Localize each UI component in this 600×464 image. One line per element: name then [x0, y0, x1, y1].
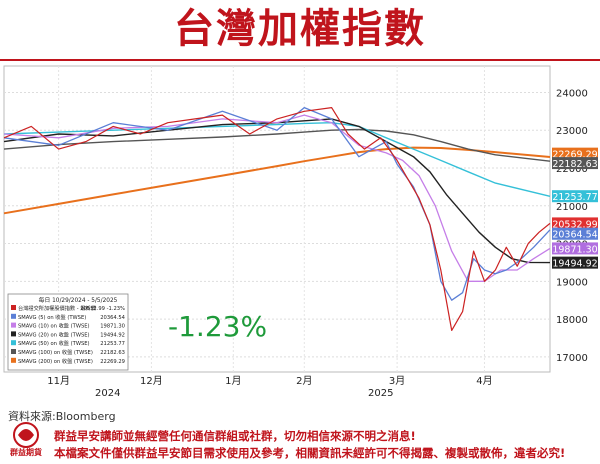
legend-swatch: [11, 313, 16, 319]
company-logo-icon: [13, 422, 39, 448]
y-tick-label: 19000: [556, 277, 588, 288]
y-tick-label: 24000: [556, 88, 588, 99]
value-tag-label: 19494.92: [552, 259, 597, 270]
series-line: [3, 128, 551, 162]
page-title: 台灣加權指數: [174, 6, 426, 52]
value-tag: [552, 242, 598, 255]
x-year-label: 2025: [368, 388, 393, 399]
x-tick-label: 2月: [296, 375, 312, 387]
y-tick-label: 21000: [556, 202, 588, 213]
series-line: [3, 146, 551, 215]
x-tick-label: 4月: [476, 375, 492, 387]
legend-name: SMAVG (5) on 收盤 (TWSE): [18, 313, 86, 321]
legend-name: SMAVG (50) on 收盤 (TWSE): [18, 339, 90, 347]
value-tag: [552, 147, 598, 160]
y-tick-label: 23000: [556, 126, 588, 137]
series-lines: [3, 106, 551, 331]
x-tick-label: 1月: [225, 375, 241, 387]
value-tag: [552, 256, 598, 269]
value-tag-label: 20532.99: [552, 219, 597, 230]
value-tag-label: 19871.30: [552, 244, 597, 255]
legend-name: SMAVG (10) on 收盤 (TWSE): [18, 322, 90, 330]
y-tick-label: 17000: [556, 353, 588, 364]
legend-value: 19871.30: [100, 324, 125, 330]
series-line: [3, 106, 551, 331]
legend-name: SMAVG (100) on 收盤 (TWSE): [18, 348, 93, 356]
legend-swatch: [11, 349, 16, 354]
legend-value: 22182.63: [100, 350, 125, 356]
legend-header: 每日 10/29/2024 - 5/5/2025: [39, 296, 118, 304]
index-chart: 1700018000190002000021000220002300024000…: [0, 62, 600, 407]
value-tag: [552, 227, 598, 240]
legend-name: SMAVG (20) on 收盤 (TWSE): [18, 330, 90, 338]
legend-swatch: [11, 331, 16, 337]
x-year-label: 2024: [95, 388, 120, 399]
disclaimer-line-2: 本檔案文件僅供群益早安節目需求使用及參考，相關資訊未經許可不得揭露、複製或散佈，…: [54, 446, 566, 460]
legend-value: 21253.77: [100, 341, 125, 347]
legend-swatch: [11, 322, 16, 328]
title-divider: [0, 59, 600, 61]
legend-swatch: [11, 357, 16, 363]
legend-value: 22269.29: [100, 359, 125, 365]
x-tick-label: 11月: [47, 375, 70, 387]
x-tick-label: 3月: [389, 375, 405, 387]
legend-swatch: [11, 340, 16, 346]
value-tag: [552, 157, 598, 170]
legend-name: SMAVG (200) on 收盤 (TWSE): [18, 357, 93, 365]
legend-value: 20364.54: [100, 315, 125, 321]
value-tag-label: 20364.54: [552, 230, 597, 241]
source-note: 資料來源:Bloomberg: [8, 410, 116, 423]
legend-swatch: [11, 305, 16, 310]
value-tag-label: 22269.29: [552, 150, 597, 161]
plot-frame: [3, 65, 551, 373]
legend-value: 20532.99 -1.23%: [80, 306, 125, 312]
value-tag-label: 21253.77: [552, 192, 597, 203]
footer-disclaimer: 群益期貨 群益早安講師並無經營任何通信群組或社群，切勿相信來源不明之消息! 本檔…: [0, 420, 600, 464]
value-tag: [552, 190, 598, 203]
legend-name: 台灣證交所加權股價指數 - 最新價: [18, 304, 97, 312]
value-tag-label: 22182.63: [552, 159, 597, 170]
logo-text: 群益期貨: [10, 448, 42, 457]
value-tag: [552, 217, 598, 230]
legend-value: 19494.92: [100, 332, 125, 338]
x-tick-label: 12月: [140, 375, 163, 387]
legend-frame: [7, 293, 129, 371]
y-tick-label: 22000: [556, 164, 588, 175]
y-tick-label: 18000: [556, 315, 588, 326]
x-axis: 11月 12月 1月 2月 3月 4月 2024 2025: [47, 375, 492, 399]
disclaimer-line-1: 群益早安講師並無經營任何通信群組或社群，切勿相信來源不明之消息!: [54, 429, 416, 443]
change-percent: -1.23%: [168, 310, 268, 343]
